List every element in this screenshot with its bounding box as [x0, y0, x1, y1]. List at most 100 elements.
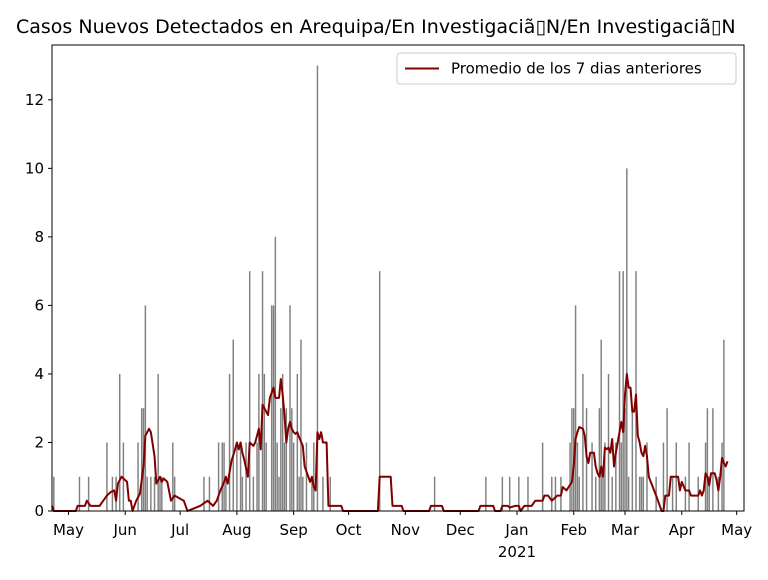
bar: [280, 408, 282, 511]
bar: [150, 476, 152, 511]
bar: [642, 476, 645, 511]
bar: [662, 442, 665, 511]
bar: [122, 442, 125, 511]
bar: [600, 339, 602, 511]
bar: [622, 271, 624, 511]
bar: [576, 442, 579, 511]
bar: [236, 442, 238, 511]
bar: [53, 476, 55, 511]
bar: [241, 476, 244, 511]
bar: [208, 476, 211, 511]
bar: [569, 442, 571, 511]
bar: [263, 373, 266, 511]
bar: [721, 442, 723, 511]
bar: [518, 476, 520, 511]
bar: [706, 408, 709, 511]
x-year-label: 2021: [498, 543, 536, 561]
x-tick-label: Mar: [611, 521, 640, 539]
bar: [554, 476, 557, 511]
bar: [574, 305, 577, 511]
bar: [527, 476, 529, 511]
y-tick-label: 4: [34, 365, 44, 383]
bar: [571, 408, 573, 511]
bar: [106, 442, 108, 511]
x-tick-label: Oct: [336, 521, 362, 539]
bar: [296, 373, 299, 511]
x-tick-label: Apr: [669, 521, 696, 539]
bar: [140, 408, 143, 511]
bar: [161, 476, 163, 511]
bar: [146, 476, 148, 511]
bar: [723, 339, 725, 511]
bar: [217, 442, 220, 511]
bar: [501, 476, 504, 511]
bar: [258, 373, 260, 511]
bar: [551, 476, 553, 511]
bar: [594, 476, 597, 511]
bar: [638, 476, 641, 511]
bar: [541, 442, 544, 511]
y-tick-label: 8: [34, 228, 44, 246]
bar: [624, 408, 626, 511]
bar: [248, 271, 251, 511]
x-tick-label: Sep: [280, 521, 308, 539]
bar: [311, 476, 313, 511]
bar: [119, 373, 121, 511]
bar: [283, 442, 286, 511]
bar: [329, 476, 331, 511]
bar: [591, 442, 593, 511]
bar: [153, 476, 156, 511]
bar: [298, 476, 300, 511]
bar: [289, 305, 291, 511]
bar: [313, 442, 315, 511]
bar: [270, 305, 273, 511]
bar: [618, 271, 621, 511]
legend-label: Promedio de los 7 dias anteriores: [451, 60, 702, 78]
chart-title: Casos Nuevos Detectados en Arequipa/En I…: [16, 16, 736, 38]
bar: [671, 476, 674, 511]
x-tick-label: Aug: [222, 521, 251, 539]
bar: [627, 476, 630, 511]
bar: [302, 476, 304, 511]
bar: [87, 476, 90, 511]
bar: [232, 339, 234, 511]
bar: [137, 442, 139, 511]
bar: [615, 442, 617, 511]
bar: [159, 476, 161, 511]
bar: [292, 442, 295, 511]
bar: [245, 442, 247, 511]
bar: [144, 305, 147, 511]
x-tick-label: Jul: [170, 521, 189, 539]
series-line-rolling-average: [51, 372, 729, 512]
bar: [666, 408, 668, 511]
bar: [582, 373, 584, 511]
x-tick-label: May: [721, 521, 752, 539]
bar: [78, 476, 81, 511]
y-tick-label: 2: [34, 433, 44, 451]
bar: [256, 442, 258, 511]
bar: [433, 476, 436, 511]
bar: [378, 271, 381, 511]
y-tick-label: 6: [34, 296, 44, 314]
bar: [223, 442, 225, 511]
y-tick-label: 0: [34, 502, 44, 520]
bar: [640, 476, 643, 511]
bar: [635, 271, 637, 511]
bar: [708, 476, 710, 511]
x-tick-label: Nov: [391, 521, 420, 539]
bar: [322, 476, 324, 511]
bar: [252, 476, 255, 511]
bar: [604, 442, 606, 511]
bar: [300, 339, 302, 511]
bar: [272, 305, 275, 511]
bar: [602, 476, 604, 511]
bar: [173, 476, 176, 511]
x-tick-label: Jan: [504, 521, 528, 539]
bar: [239, 442, 242, 511]
bar: [285, 408, 288, 511]
bar: [291, 408, 293, 511]
bar: [611, 476, 613, 511]
bar: [316, 65, 319, 511]
legend-box: [396, 52, 737, 85]
